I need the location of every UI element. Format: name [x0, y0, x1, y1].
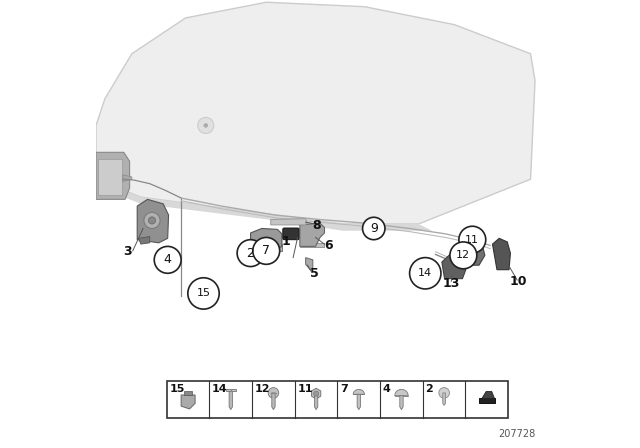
Text: 10: 10 — [509, 275, 527, 288]
Text: 13: 13 — [443, 276, 460, 290]
Polygon shape — [181, 395, 195, 409]
Polygon shape — [400, 396, 403, 409]
Polygon shape — [139, 237, 150, 244]
Polygon shape — [271, 219, 307, 225]
Circle shape — [439, 388, 449, 398]
Polygon shape — [314, 394, 318, 409]
Text: 11: 11 — [298, 384, 313, 394]
Polygon shape — [300, 243, 324, 247]
Circle shape — [198, 117, 214, 134]
Polygon shape — [353, 389, 364, 394]
Circle shape — [253, 237, 280, 264]
Polygon shape — [306, 258, 313, 270]
Text: 2: 2 — [246, 246, 255, 260]
Text: 1: 1 — [282, 235, 291, 249]
Text: 7: 7 — [340, 384, 348, 394]
Polygon shape — [395, 389, 408, 396]
Text: 12: 12 — [255, 384, 270, 394]
Text: 15: 15 — [196, 289, 211, 298]
Polygon shape — [443, 393, 445, 405]
Circle shape — [268, 388, 279, 398]
Text: 14: 14 — [418, 268, 433, 278]
Polygon shape — [137, 199, 168, 243]
Polygon shape — [251, 244, 282, 251]
Polygon shape — [251, 228, 282, 250]
Polygon shape — [300, 223, 324, 246]
Polygon shape — [229, 392, 232, 409]
Polygon shape — [482, 392, 495, 398]
Text: 6: 6 — [324, 239, 332, 252]
Circle shape — [362, 217, 385, 240]
Circle shape — [459, 226, 486, 253]
Circle shape — [188, 278, 219, 309]
Polygon shape — [442, 254, 467, 279]
Polygon shape — [99, 159, 122, 195]
Text: 207728: 207728 — [498, 429, 535, 439]
Text: 4: 4 — [383, 384, 390, 394]
Polygon shape — [184, 391, 192, 395]
Text: 3: 3 — [123, 245, 132, 258]
Circle shape — [314, 391, 319, 396]
Text: 2: 2 — [426, 384, 433, 394]
Polygon shape — [493, 238, 511, 270]
Text: 12: 12 — [456, 250, 470, 260]
Text: 5: 5 — [310, 267, 319, 280]
Circle shape — [410, 258, 441, 289]
FancyBboxPatch shape — [167, 381, 508, 418]
Circle shape — [204, 123, 208, 128]
Circle shape — [148, 217, 156, 224]
Text: 8: 8 — [312, 219, 321, 232]
Text: 4: 4 — [164, 253, 172, 267]
Circle shape — [450, 242, 477, 269]
Polygon shape — [479, 398, 495, 403]
Polygon shape — [96, 152, 130, 199]
Circle shape — [144, 212, 160, 228]
Polygon shape — [357, 394, 360, 409]
Circle shape — [374, 222, 380, 228]
Polygon shape — [272, 393, 275, 409]
Polygon shape — [96, 179, 432, 231]
FancyBboxPatch shape — [283, 228, 299, 240]
Text: 9: 9 — [370, 222, 378, 235]
Circle shape — [154, 246, 181, 273]
Text: 15: 15 — [170, 384, 185, 394]
Polygon shape — [123, 175, 132, 181]
Circle shape — [237, 240, 264, 267]
Text: 11: 11 — [465, 235, 479, 245]
Polygon shape — [463, 241, 485, 265]
Polygon shape — [312, 388, 321, 399]
Polygon shape — [226, 389, 236, 392]
Polygon shape — [96, 2, 535, 224]
Text: 14: 14 — [212, 384, 228, 394]
Text: 7: 7 — [262, 244, 270, 258]
